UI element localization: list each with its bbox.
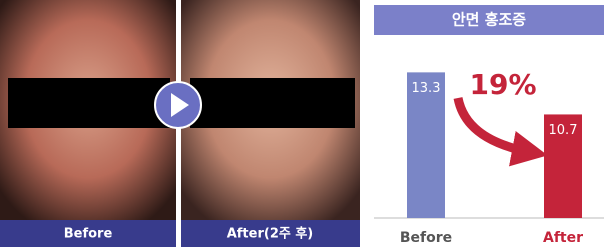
x-tick-label: Before bbox=[400, 230, 452, 246]
annotation: 19% bbox=[469, 68, 536, 101]
photo-label: Before bbox=[64, 227, 113, 242]
photo-before: Before bbox=[0, 0, 176, 247]
value-label: 13.3 bbox=[412, 81, 441, 96]
photo-label: After(2주 후) bbox=[227, 226, 314, 242]
chart-title: 안면 홍조증 bbox=[452, 11, 526, 29]
photo-after: After(2주 후) bbox=[181, 0, 360, 247]
arrow bbox=[458, 98, 530, 152]
x-tick-label: After bbox=[543, 230, 583, 246]
page: Before After(2주 후) 안면 홍조증 19% 13.3 Before… bbox=[0, 0, 604, 247]
play-icon bbox=[155, 82, 201, 128]
value-label: 10.7 bbox=[549, 123, 578, 138]
